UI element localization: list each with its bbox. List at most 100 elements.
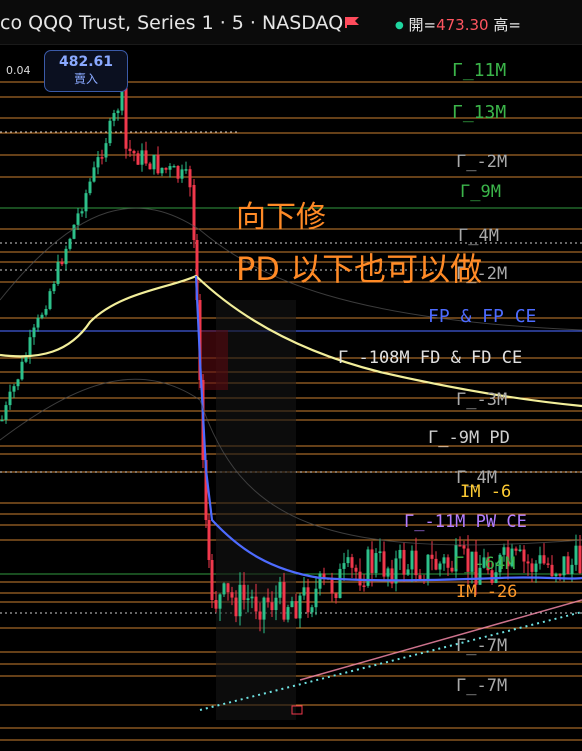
candle-body (164, 167, 168, 170)
candle-body (8, 391, 12, 406)
candle-body (92, 167, 96, 182)
candle-body (398, 549, 402, 559)
candle-body (286, 607, 290, 620)
level-label: Γ_-7M (456, 636, 508, 656)
candle-body (434, 558, 438, 570)
candle-body (574, 545, 578, 565)
candle-body (334, 593, 338, 599)
candle-body (84, 193, 88, 212)
candle-body (64, 248, 68, 265)
candle-body (120, 88, 124, 111)
candle-body (0, 419, 4, 422)
candle-body (442, 557, 446, 564)
candle-body (350, 557, 354, 568)
candle-body (184, 169, 188, 171)
candle-body (24, 356, 28, 362)
candle-body (390, 568, 394, 584)
candle-body (230, 592, 234, 598)
candle-body (156, 154, 160, 174)
candle-body (406, 569, 410, 575)
candle-body (486, 557, 490, 571)
candle-body (374, 553, 378, 573)
candle-body (242, 584, 246, 600)
level-label: Γ_-2M (456, 264, 508, 284)
candle-body (40, 314, 44, 318)
candle-body (430, 554, 434, 559)
level-label: Γ -108M FD & FD CE (338, 348, 523, 368)
candle-body (140, 150, 144, 165)
candle-body (16, 379, 20, 387)
level-label: Γ_11M (452, 60, 507, 81)
level-label: Γ_-2M (456, 152, 508, 172)
candle-body (250, 596, 254, 599)
candle-body (378, 551, 382, 554)
candle-body (234, 597, 238, 617)
level-label: Γ_13M (452, 102, 507, 123)
candle-body (466, 548, 470, 572)
candle-body (414, 550, 418, 576)
ohlc-readout: ● 開=473.30 高= (395, 14, 521, 35)
candle-body (498, 554, 502, 573)
candle-body (530, 563, 534, 572)
level-label: Γ_-9M PD (428, 428, 510, 448)
candle-body (478, 567, 482, 585)
candle-body (290, 601, 294, 608)
candle-body (204, 460, 208, 520)
level-label: IM -6 (460, 482, 512, 502)
candle-body (426, 554, 430, 581)
candle-body (28, 337, 32, 357)
candle-body (538, 555, 542, 564)
candle-body (446, 557, 450, 568)
candle-body (526, 561, 530, 564)
flag-icon[interactable] (345, 17, 359, 28)
candle-body (566, 556, 570, 574)
candle-body (136, 153, 140, 165)
candle-body (346, 557, 350, 564)
candle-body (322, 573, 326, 579)
candle-body (386, 568, 390, 577)
candle-body (562, 556, 566, 576)
upper-band (0, 207, 582, 331)
candle-body (518, 549, 522, 552)
candle-body (470, 551, 474, 572)
candle-body (80, 211, 84, 214)
vwap-line (0, 274, 582, 408)
candle-body (207, 520, 211, 560)
candle-body (534, 563, 538, 572)
candle-body (258, 611, 262, 620)
level-label: Γ_4M (458, 226, 499, 246)
price-badge-label: 賣入 (73, 72, 98, 86)
candle-body (506, 547, 510, 567)
candle-body (218, 594, 222, 609)
price-badge-value: 482.61 (58, 54, 114, 70)
status-dot-icon: ● (395, 20, 404, 31)
candle-body (310, 607, 314, 613)
candle-body (410, 550, 414, 570)
level-label: FP & FP CE (428, 306, 537, 327)
candle-body (278, 582, 282, 598)
candle-body (554, 574, 558, 577)
open-value: 473.30 (436, 16, 489, 34)
candle-body (342, 563, 346, 569)
candle-body (144, 150, 148, 164)
level-label: Γ_-64M (454, 554, 516, 574)
candle-body (44, 308, 48, 315)
level-label: Γ_-3M (456, 390, 508, 410)
candle-body (222, 583, 226, 595)
price-badge[interactable]: 482.61 賣入 (44, 50, 128, 92)
level-label: Γ_4M (456, 468, 497, 488)
candle-body (226, 583, 230, 593)
level-label: Γ_9M (460, 182, 501, 202)
candle-body (510, 548, 514, 567)
symbol-title[interactable]: co QQQ Trust, Series 1 · 5 · NASDAQ (0, 12, 344, 34)
candle-body (462, 545, 466, 549)
candle-body (116, 110, 120, 114)
candle-body (294, 601, 298, 619)
candle-body (366, 549, 370, 586)
candle-body (172, 166, 176, 168)
candle-body (570, 564, 574, 574)
level-label: Γ_-7M (456, 676, 508, 696)
candle-body (262, 597, 266, 620)
